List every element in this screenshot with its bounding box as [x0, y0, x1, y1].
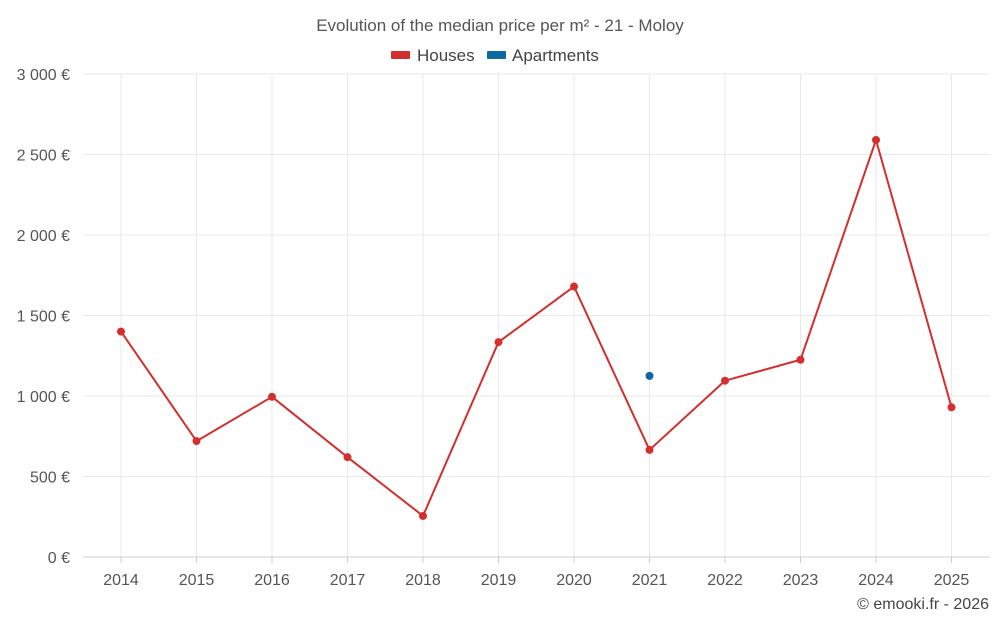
data-point-houses[interactable] [192, 437, 201, 446]
credit-text: © emooki.fr - 2026 [857, 596, 989, 613]
data-point-apartments[interactable] [645, 371, 654, 380]
legend-label-houses: Houses [417, 46, 475, 65]
x-tick-label: 2016 [254, 572, 290, 589]
legend-item-apartments[interactable]: Apartments [487, 46, 599, 65]
x-tick-label: 2015 [179, 572, 215, 589]
data-point-houses[interactable] [947, 403, 956, 412]
data-point-houses[interactable] [645, 445, 654, 454]
series [117, 136, 956, 520]
x-tick-label: 2019 [481, 572, 517, 589]
x-tick-label: 2017 [330, 572, 366, 589]
y-tick-label: 500 € [30, 470, 70, 487]
legend-swatch-apartments [487, 51, 506, 59]
y-tick-label: 3 000 € [17, 67, 70, 84]
x-tick-label: 2018 [405, 572, 441, 589]
legend: Houses Apartments [391, 46, 599, 65]
data-point-houses[interactable] [721, 376, 729, 385]
y-tick-label: 2 000 € [17, 228, 70, 245]
data-point-houses[interactable] [872, 136, 880, 145]
y-tick-label: 1 000 € [17, 389, 70, 406]
x-tick-label: 2024 [858, 572, 894, 589]
x-tick-label: 2014 [103, 572, 139, 589]
x-tick-label: 2022 [707, 572, 743, 589]
data-point-houses[interactable] [494, 338, 503, 347]
data-point-houses[interactable] [117, 327, 125, 336]
data-point-houses[interactable] [796, 355, 805, 364]
chart-title: Evolution of the median price per m² - 2… [316, 16, 684, 35]
x-axis: 2014 2015 2016 2017 2018 2019 2020 2021 2022 2023… [83, 556, 990, 589]
legend-item-houses[interactable]: Houses [391, 46, 475, 65]
x-tick-label: 2020 [556, 572, 592, 589]
data-point-houses[interactable] [419, 511, 427, 520]
data-point-houses[interactable] [343, 453, 352, 462]
gridlines [83, 73, 990, 557]
data-point-houses[interactable] [570, 282, 578, 291]
y-tick-label: 0 € [48, 550, 70, 567]
x-tick-label: 2025 [934, 572, 970, 589]
legend-label-apartments: Apartments [512, 46, 599, 65]
x-tick-label: 2023 [783, 572, 819, 589]
legend-swatch-houses [391, 51, 410, 59]
y-tick-label: 2 500 € [17, 148, 70, 165]
y-tick-label: 1 500 € [17, 309, 70, 326]
x-tick-label: 2021 [632, 572, 668, 589]
series-line-houses [120, 139, 953, 517]
y-axis: 0 € 500 € 1 000 € 1 500 € 2 000 € 2 500 € 3 00… [17, 67, 70, 567]
data-point-houses[interactable] [268, 392, 276, 401]
